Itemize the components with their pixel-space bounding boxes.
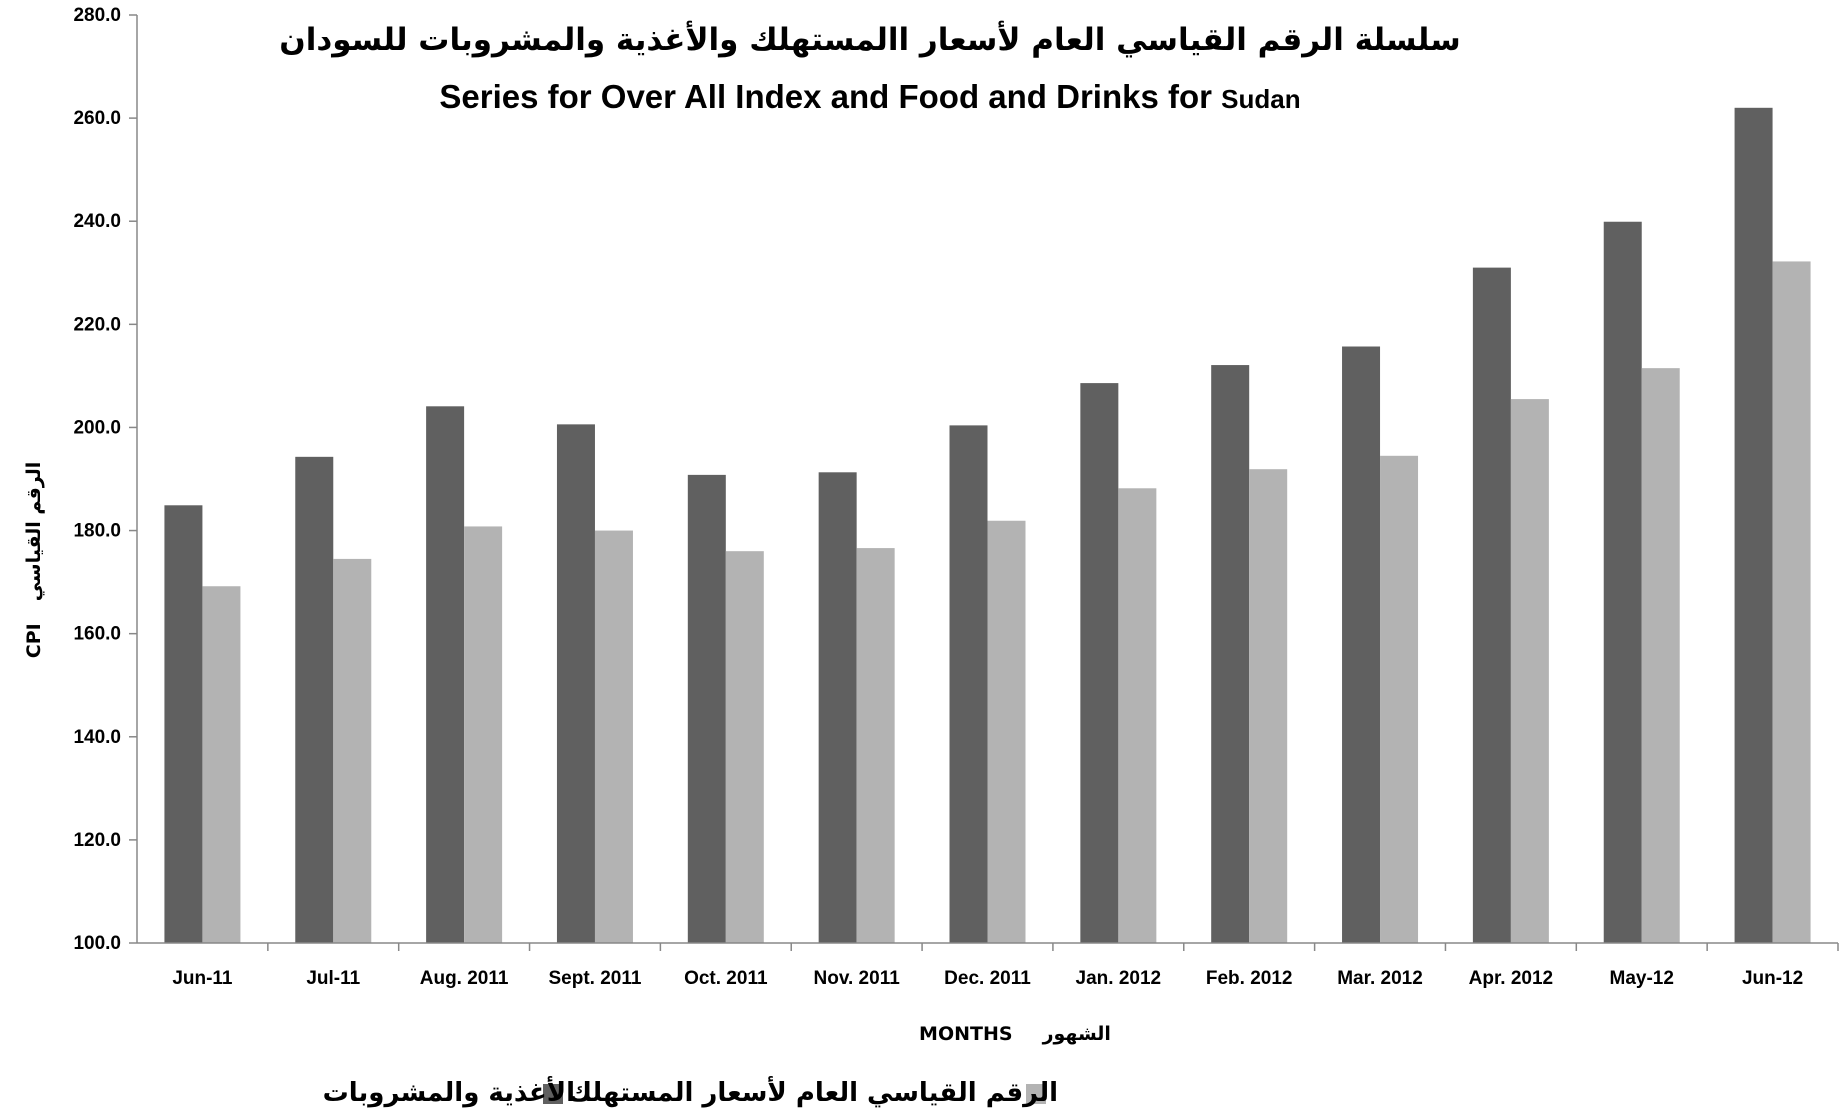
bar-food-drinks [1472,267,1511,944]
bars [164,107,1811,944]
y-tick-label: 280.0 [73,5,121,26]
legend-swatch-overall-cpi [1026,1084,1046,1104]
bar-food-drinks [687,474,726,943]
bar-food-drinks [556,424,595,944]
y-tick-label: 180.0 [73,521,121,542]
bar-overall-cpi [987,520,1026,943]
y-tick-label: 240.0 [73,211,121,232]
chart-title-english-main: Series for Over All Index and Food and D… [439,78,1212,115]
legend-label-overall-cpi: الرقم القياسي العام لأسعار المستهلك [568,1076,1058,1108]
bar-food-drinks [164,505,203,943]
x-tick-label: May-12 [1610,968,1674,989]
chart-title-arabic: سلسلة الرقم القياسي العام لأسعار االمسته… [279,20,1461,58]
bar-overall-cpi [1118,488,1157,943]
bar-overall-cpi [725,551,764,943]
bar-food-drinks [1603,221,1642,943]
x-tick-label: Oct. 2011 [684,968,768,989]
x-tick-label: Aug. 2011 [420,968,509,989]
x-axis-ticks: Jun-11 Jul-11 Aug. 2011 Sept. 2011 Oct. 2011… [172,943,1839,989]
legend-label-food-drinks: الأغذية والمشروبات [323,1076,575,1108]
x-tick-label: Dec. 2011 [944,968,1031,989]
bar-food-drinks [1734,107,1773,944]
bar-overall-cpi [464,526,503,943]
x-tick-label: Jun-11 [172,968,233,989]
x-tick-label: Jan. 2012 [1076,968,1162,989]
y-tick-label: 160.0 [73,624,121,645]
bar-overall-cpi [594,530,633,943]
bar-overall-cpi [856,548,895,943]
bar-food-drinks [1211,365,1250,943]
bar-overall-cpi [1380,455,1419,943]
chart-title-english-suffix: Sudan [1221,84,1300,114]
y-axis-label-arabic: الرقم القياسي [23,462,45,602]
x-tick-label: Mar. 2012 [1337,968,1423,989]
legend-swatch-food-drinks [543,1084,563,1104]
bar-food-drinks [1080,383,1119,943]
y-axis-label-english: CPI [23,623,45,658]
bar-food-drinks [426,406,465,944]
bar-overall-cpi [333,558,372,943]
bar-food-drinks [949,425,988,944]
bar-overall-cpi [1510,399,1549,944]
x-tick-label: Feb. 2012 [1206,968,1293,989]
bar-overall-cpi [202,586,241,943]
x-tick-label: Sept. 2011 [548,968,641,989]
x-axis-label-english: MONTHS [919,1023,1013,1045]
bar-overall-cpi [1249,469,1288,943]
y-tick-label: 200.0 [73,417,121,438]
bar-food-drinks [295,456,334,943]
y-axis-label: CPI الرقم القياسي [23,462,45,659]
x-axis-label-arabic: الشهور [1042,1023,1111,1045]
y-axis-title: CPI الرقم القياسي [23,462,45,659]
bar-overall-cpi [1772,261,1811,943]
x-tick-label: Nov. 2011 [814,968,901,989]
y-tick-label: 120.0 [73,830,121,851]
chart-title-english: Series for Over All Index and Food and D… [439,78,1300,115]
x-tick-label: Apr. 2012 [1469,968,1554,989]
y-tick-label: 140.0 [73,727,121,748]
bar-food-drinks [1342,346,1381,944]
y-tick-label: 220.0 [73,314,121,335]
x-tick-label: Jul-11 [306,968,360,989]
y-axis-ticks: 100.0 120.0 140.0 160.0 180.0 200.0 220.0 240.0… [73,5,137,954]
bar-overall-cpi [1641,368,1680,944]
y-tick-label: 100.0 [73,933,121,954]
bar-food-drinks [818,472,857,943]
y-tick-label: 260.0 [73,108,121,129]
legend: الأغذية والمشروبات الرقم القياسي العام ل… [323,1076,1058,1108]
x-tick-label: Jun-12 [1742,968,1803,989]
x-axis-label: MONTHS الشهور [919,1023,1111,1045]
